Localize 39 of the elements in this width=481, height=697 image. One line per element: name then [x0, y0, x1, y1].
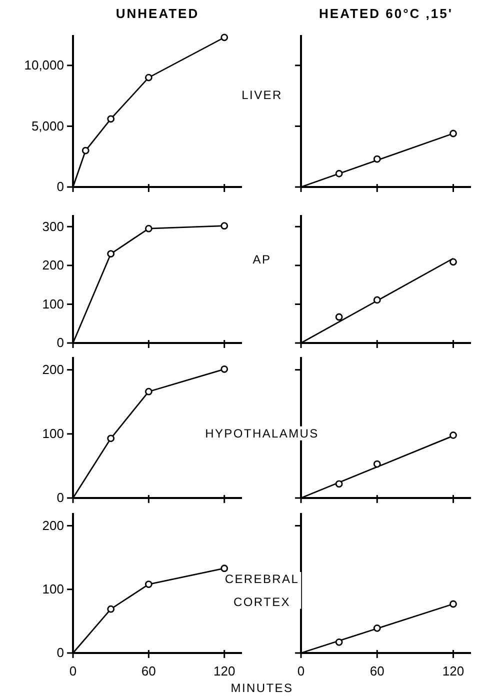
point [220, 564, 228, 572]
point [220, 34, 228, 42]
x-tick-label: 60 [370, 663, 384, 678]
x-tick-label: 120 [442, 663, 464, 678]
x-tick-label: 0 [69, 663, 77, 678]
y-tick-label: 200 [42, 362, 64, 377]
point [220, 222, 228, 230]
y-tick-label: 100 [42, 426, 64, 442]
y-tick-label: 300 [42, 218, 64, 234]
y-tick-label: 0 [56, 490, 64, 506]
y-tick-label: 200 [42, 518, 64, 533]
y-tick-label: 100 [42, 296, 64, 312]
annotation: LIVER [242, 88, 282, 102]
x-tick-label: 0 [297, 663, 305, 678]
point [107, 605, 115, 613]
text: AP [252, 252, 272, 267]
y-tick-label: 0 [56, 335, 64, 350]
chart-title: UNHEATED [116, 6, 200, 21]
x-tick-label: 120 [213, 663, 236, 678]
y-tick-label: 0 [56, 179, 64, 194]
point [107, 434, 115, 442]
point [144, 388, 152, 396]
chart-title: HEATED 60°C ,15' [319, 6, 453, 21]
annotation: CEREBRAL CORTEX [224, 572, 300, 609]
point [144, 224, 152, 232]
annotation: HYPOTHALAMUS [205, 426, 319, 440]
x-tick-label: 60 [141, 663, 156, 678]
point [107, 250, 115, 258]
point [82, 146, 90, 154]
y-tick-label: 200 [42, 258, 64, 273]
y-tick-label: 5,000 [31, 118, 64, 134]
y-tick-label: 0 [56, 645, 64, 660]
point [220, 365, 228, 373]
point [144, 580, 152, 588]
y-tick-label: 10,000 [24, 58, 64, 73]
point [107, 115, 115, 123]
y-tick-label: 100 [42, 582, 64, 597]
point [144, 74, 152, 82]
x-axis-title: MINUTES [230, 681, 294, 695]
